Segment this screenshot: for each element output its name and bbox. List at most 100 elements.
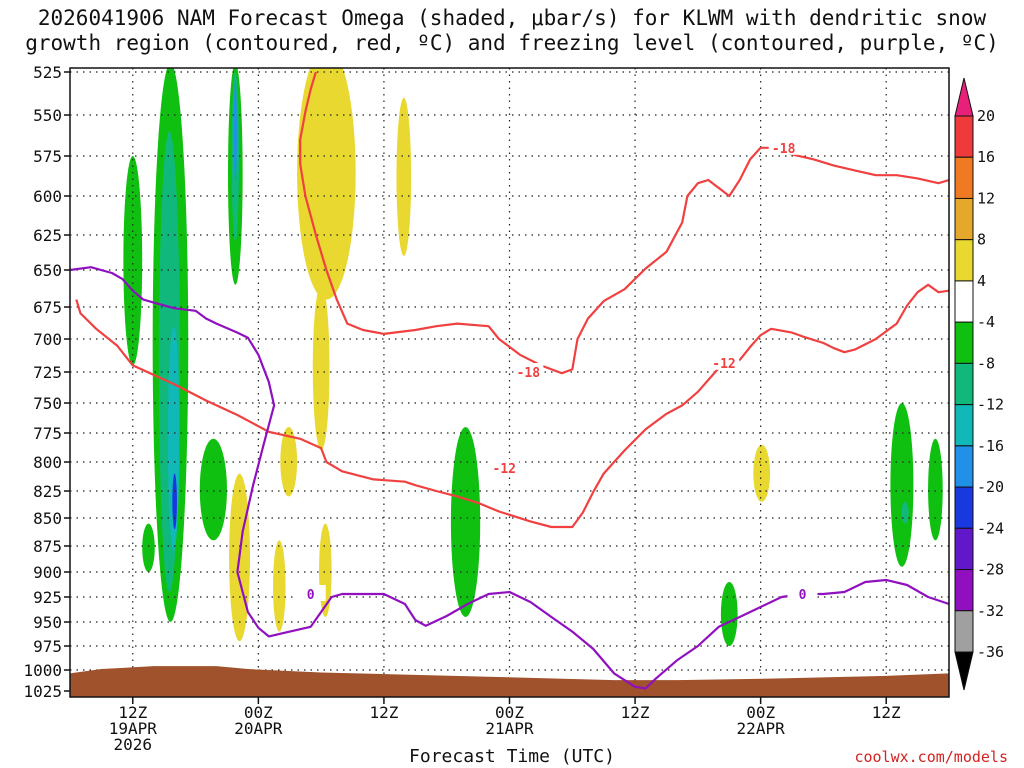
- omega-region-blue-upper: [233, 80, 237, 180]
- colorbar-label: 4: [977, 272, 986, 290]
- contour-freezing-level: [70, 266, 949, 690]
- credit-text: coolwx.com/models: [854, 748, 1008, 766]
- y-tick-label: 575: [33, 147, 62, 166]
- colorbar-box: [954, 445, 974, 488]
- x-tick-label: 19APR: [109, 719, 158, 738]
- omega-region-green-right3: [928, 438, 943, 541]
- chart-title: 2026041906 NAM Forecast Omega (shaded, μ…: [0, 6, 1024, 56]
- contour-label-zero-b: 0: [787, 585, 818, 603]
- x-tick-label: 12Z: [369, 703, 398, 722]
- colorbar-label: 8: [977, 231, 986, 249]
- y-tick-label: 675: [33, 298, 62, 317]
- colorbar-label: -32: [977, 602, 1004, 620]
- contour-label-zero-b-bg: [787, 585, 818, 601]
- colorbar-label: 16: [977, 148, 995, 166]
- colorbar-box: [954, 115, 974, 158]
- y-tick-label: 850: [33, 509, 62, 528]
- y-tick-label: 625: [33, 226, 62, 245]
- colorbar-box: [954, 404, 974, 447]
- colorbar-box: [954, 321, 974, 364]
- colorbar-box: [954, 197, 974, 241]
- y-tick-label: 800: [33, 453, 62, 472]
- colorbar-top-triangle: [954, 77, 974, 117]
- contour-snow-minus18: [299, 71, 949, 375]
- y-tick-label: 1000: [23, 661, 62, 680]
- colorbar-box: [954, 156, 974, 199]
- y-tick-label: 700: [33, 330, 62, 349]
- omega-region-blue-core: [172, 473, 177, 530]
- colorbar-label: 12: [977, 189, 995, 207]
- x-tick-label: 22APR: [737, 719, 786, 738]
- y-tick-label: 750: [33, 394, 62, 413]
- y-tick-label: 900: [33, 563, 62, 582]
- colorbar: 20 16 12 8 4 -4 -8 -12 -16 -20 -24 -28 -32 -36: [954, 77, 1004, 691]
- y-tick-label: 650: [33, 261, 62, 280]
- colorbar-box: [954, 280, 974, 323]
- omega-region-green-right1: [720, 582, 738, 646]
- colorbar-label: -4: [977, 313, 995, 331]
- y-tick-label: 1025: [23, 682, 62, 701]
- colorbar-bottom-triangle: [954, 651, 974, 691]
- colorbar-label: -20: [977, 478, 1004, 496]
- colorbar-label: -36: [977, 643, 1004, 661]
- x-axis-title: Forecast Time (UTC): [409, 746, 615, 767]
- plot-background: [70, 68, 949, 697]
- terrain-ground: [70, 666, 949, 697]
- colorbar-label: -16: [977, 437, 1004, 455]
- omega-region-green-center: [450, 427, 481, 617]
- colorbar-label: -8: [977, 354, 995, 372]
- omega-region-green-mid: [199, 438, 227, 541]
- x-tick-label: 00Z: [244, 703, 273, 722]
- y-tick-label: 875: [33, 537, 62, 556]
- y-tick-label: 925: [33, 588, 62, 607]
- y-tick-label: 825: [33, 482, 62, 501]
- omega-region-teal-right: [901, 501, 909, 524]
- contour-label-minus18-b-bg: [768, 138, 799, 155]
- x-tick-label: 00Z: [495, 703, 524, 722]
- contour-label-zero-b-text: 0: [799, 588, 807, 603]
- contour-snow-minus12: [75, 299, 740, 529]
- contour-label-minus18-a-bg: [513, 363, 544, 379]
- contours: [70, 71, 949, 690]
- x-tick-label: 21APR: [485, 719, 534, 738]
- y-tick-label: 950: [33, 613, 62, 632]
- x-tick-label: 00Z: [746, 703, 775, 722]
- y-tick-label: 975: [33, 637, 62, 656]
- contour-label-minus12-a-bg: [489, 458, 520, 475]
- x-tick-label: 20APR: [234, 719, 283, 738]
- colorbar-box: [954, 569, 974, 612]
- contour-label-minus12-b-bg: [709, 353, 740, 370]
- contour-label-minus12-a-text: -12: [493, 462, 516, 477]
- contour-label-minus18-b-text: -18: [772, 142, 796, 157]
- chart-title-line2: growth region (contoured, red, ºC) and f…: [25, 31, 999, 55]
- contour-labels: -18 -18 -12 -12 0 0: [295, 138, 818, 603]
- y-tick-label: 550: [33, 106, 62, 125]
- colorbar-label: -12: [977, 396, 1004, 414]
- contour-label-minus12-b-text: -12: [712, 357, 735, 372]
- y-axis: 525 550 575 600 625 650 675 700 725 750 775 800 825 8…: [23, 63, 70, 701]
- y-tick-label: 725: [33, 363, 62, 382]
- contour-label-minus18-a-text: -18: [517, 366, 541, 381]
- omega-region-green-left: [123, 156, 143, 366]
- colorbar-box: [954, 610, 974, 653]
- omega-shading: [123, 68, 943, 646]
- x-tick-label: 12Z: [872, 703, 901, 722]
- x-tick-label: 12Z: [621, 703, 650, 722]
- chart-title-line1: 2026041906 NAM Forecast Omega (shaded, μ…: [37, 6, 987, 30]
- omega-region-yellow-low1: [280, 427, 298, 497]
- plot-area: [70, 68, 949, 697]
- y-tick-label: 775: [33, 424, 62, 443]
- omega-region-yellow-right: [753, 444, 771, 502]
- omega-region-yellow-low4: [319, 523, 332, 617]
- colorbar-box: [954, 239, 974, 282]
- colorbar-label: -24: [977, 519, 1004, 537]
- omega-region-yellow-low3: [273, 540, 286, 632]
- contour-label-zero-a-bg: [295, 585, 326, 601]
- omega-region-yellow-mid: [312, 284, 330, 451]
- grid-lines: [70, 68, 949, 697]
- omega-region-green-low: [142, 523, 155, 572]
- y-tick-label: 600: [33, 187, 62, 206]
- colorbar-box: [954, 362, 974, 406]
- terrain: [70, 666, 949, 697]
